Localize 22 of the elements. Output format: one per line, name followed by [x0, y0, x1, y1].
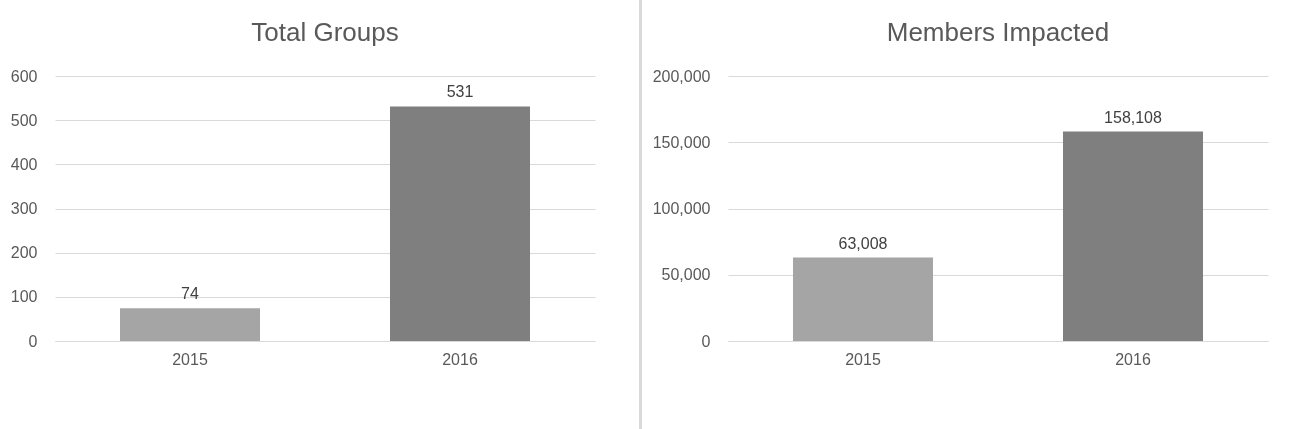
- data-label: 531: [446, 83, 474, 101]
- data-label: 63,008: [838, 234, 888, 252]
- y-tick-label: 200,000: [652, 67, 711, 85]
- chart-title: Total Groups: [251, 17, 399, 47]
- x-tick-label: 2015: [172, 350, 208, 368]
- y-tick-label: 600: [10, 67, 38, 85]
- y-tick-label: 100,000: [652, 200, 711, 217]
- data-label: 158,108: [1104, 108, 1163, 126]
- x-tick-label: 2016: [442, 350, 478, 368]
- x-tick-label: 2016: [1115, 350, 1151, 368]
- y-tick-label: 400: [10, 155, 38, 173]
- y-tick-label: 0: [701, 332, 711, 350]
- y-tick-label: 0: [28, 332, 38, 350]
- x-tick-label: 2015: [845, 350, 881, 368]
- y-tick-label: 50,000: [661, 266, 711, 284]
- y-tick-label: 100: [10, 288, 38, 306]
- data-label: 74: [181, 285, 199, 303]
- y-tick-label: 300: [10, 200, 38, 217]
- chart-title: Members Impacted: [886, 17, 1110, 47]
- y-tick-label: 500: [10, 111, 38, 129]
- y-tick-label: 150,000: [652, 133, 711, 151]
- y-tick-label: 200: [10, 244, 38, 262]
